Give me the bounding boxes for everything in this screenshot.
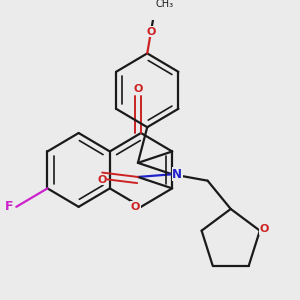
Text: N: N bbox=[172, 168, 182, 181]
Text: O: O bbox=[146, 27, 156, 37]
Text: O: O bbox=[260, 224, 269, 234]
Text: O: O bbox=[98, 175, 107, 184]
Text: O: O bbox=[134, 84, 143, 94]
Text: O: O bbox=[131, 202, 140, 212]
Text: CH₃: CH₃ bbox=[156, 0, 174, 9]
Text: F: F bbox=[5, 200, 14, 213]
